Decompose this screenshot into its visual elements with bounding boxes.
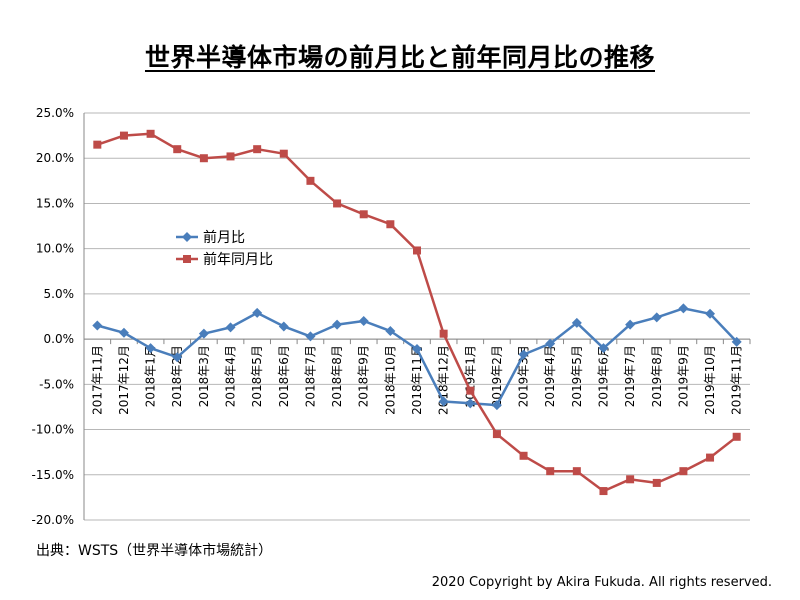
data-point bbox=[625, 319, 636, 330]
x-tick-label: 2019年5月 bbox=[570, 345, 584, 407]
data-point bbox=[145, 343, 156, 354]
series-layer bbox=[92, 129, 742, 496]
x-tick-label: 2019年7月 bbox=[623, 345, 637, 407]
data-point bbox=[652, 478, 661, 487]
data-point bbox=[306, 176, 315, 185]
series-line bbox=[96, 132, 738, 493]
y-axis: 25.0% 20.0% 15.0% 10.0% 5.0% 0.0% -5.0% -10.0% -… bbox=[32, 106, 85, 527]
legend-marker bbox=[183, 255, 191, 263]
data-point bbox=[519, 451, 528, 460]
data-point bbox=[465, 398, 476, 409]
data-point bbox=[572, 467, 581, 476]
y-tick-label: 5.0% bbox=[44, 287, 75, 301]
data-point bbox=[172, 352, 183, 363]
data-point bbox=[705, 308, 716, 319]
data-point bbox=[118, 327, 129, 338]
x-tick-label: 2019年10月 bbox=[703, 345, 717, 415]
data-point bbox=[706, 453, 715, 462]
source-note: 出典：WSTS（世界半導体市場統計） bbox=[36, 543, 273, 559]
data-point bbox=[413, 246, 421, 255]
data-point bbox=[305, 331, 316, 342]
data-point bbox=[439, 329, 448, 338]
x-tick-label: 2017年11月 bbox=[90, 345, 104, 415]
data-point bbox=[518, 349, 529, 360]
x-tick-label: 2019年2月 bbox=[490, 345, 504, 407]
copyright-note: 2020 Copyright by Akira Fukuda. All righ… bbox=[431, 575, 772, 590]
data-point bbox=[651, 312, 662, 323]
x-tick-label: 2018年8月 bbox=[330, 345, 344, 407]
data-point bbox=[466, 386, 475, 395]
data-point bbox=[198, 328, 209, 339]
data-point bbox=[252, 307, 263, 318]
x-tick-label: 2018年5月 bbox=[250, 345, 264, 407]
chart-title: 世界半導体市場の前月比と前年同月比の推移 bbox=[144, 43, 655, 72]
data-point bbox=[173, 145, 182, 154]
x-tick-label: 2018年6月 bbox=[277, 345, 291, 407]
data-point bbox=[358, 316, 369, 327]
data-point bbox=[731, 336, 742, 347]
data-point bbox=[438, 396, 449, 407]
x-tick-label: 2018年7月 bbox=[303, 345, 317, 407]
x-tick-label: 2018年3月 bbox=[197, 345, 211, 407]
data-point bbox=[278, 321, 289, 332]
x-tick-label: 2018年2月 bbox=[170, 345, 184, 407]
data-point bbox=[92, 320, 103, 331]
x-tick-label: 2019年4月 bbox=[543, 345, 557, 407]
data-point bbox=[598, 343, 609, 354]
x-tick-label: 2018年9月 bbox=[357, 345, 371, 407]
data-point bbox=[599, 487, 608, 496]
legend-label: 前年同月比 bbox=[203, 251, 273, 268]
data-point bbox=[146, 129, 155, 138]
y-tick-label: -5.0% bbox=[39, 377, 74, 391]
y-tick-label: 25.0% bbox=[36, 106, 74, 120]
x-tick-label: 2017年12月 bbox=[117, 345, 131, 415]
data-point bbox=[225, 322, 236, 333]
data-point bbox=[333, 199, 342, 208]
data-point bbox=[412, 344, 422, 355]
y-tick-label: 20.0% bbox=[36, 151, 74, 165]
data-point bbox=[571, 317, 582, 328]
x-tick-label: 2018年4月 bbox=[224, 345, 238, 407]
data-point bbox=[332, 319, 343, 330]
x-tick-label: 2018年12月 bbox=[437, 345, 451, 415]
data-point bbox=[253, 145, 262, 154]
x-tick-label: 2018年10月 bbox=[383, 345, 397, 415]
x-tick-label: 2019年11月 bbox=[730, 345, 744, 415]
data-point bbox=[279, 149, 288, 158]
legend-marker bbox=[182, 232, 192, 242]
data-point bbox=[679, 467, 688, 476]
x-tick-label: 2018年11月 bbox=[410, 345, 424, 415]
data-point bbox=[385, 325, 396, 336]
data-point bbox=[119, 131, 128, 140]
data-point bbox=[199, 154, 208, 163]
y-tick-label: 10.0% bbox=[36, 242, 74, 256]
y-tick-label: -15.0% bbox=[32, 468, 74, 482]
data-point bbox=[732, 432, 741, 441]
data-point bbox=[546, 467, 555, 476]
y-tick-label: -10.0% bbox=[32, 423, 74, 437]
data-point bbox=[226, 152, 235, 161]
x-tick-label: 2019年6月 bbox=[596, 345, 610, 407]
data-point bbox=[626, 475, 635, 484]
grid-lines bbox=[84, 112, 750, 521]
x-tick-label: 2019年9月 bbox=[676, 345, 690, 407]
y-tick-label: -20.0% bbox=[32, 513, 74, 527]
data-point bbox=[492, 430, 501, 439]
x-tick-label: 2018年1月 bbox=[144, 345, 158, 407]
data-point bbox=[545, 338, 556, 349]
y-tick-label: 15.0% bbox=[36, 196, 74, 210]
data-point bbox=[491, 400, 502, 411]
y-tick-label: 0.0% bbox=[44, 332, 75, 346]
data-point bbox=[678, 303, 689, 314]
data-point bbox=[93, 140, 102, 149]
data-point bbox=[359, 210, 368, 219]
data-point bbox=[386, 220, 395, 229]
x-tick-label: 2019年8月 bbox=[650, 345, 664, 407]
legend-label: 前月比 bbox=[203, 229, 245, 246]
